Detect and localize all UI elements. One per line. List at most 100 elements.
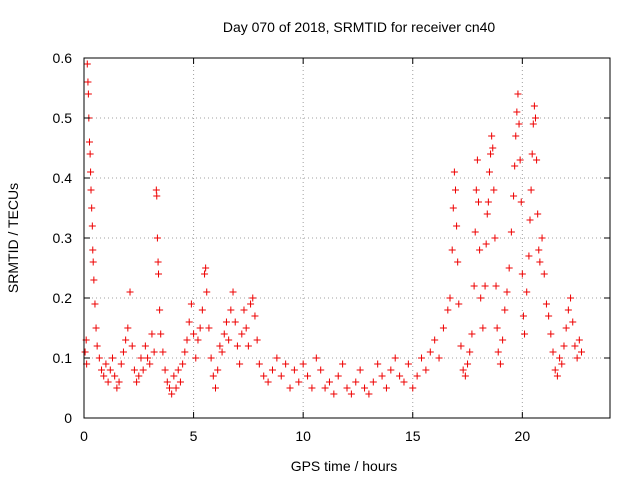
data-point bbox=[479, 324, 487, 332]
data-point bbox=[404, 360, 412, 368]
data-point bbox=[161, 366, 169, 374]
data-point bbox=[391, 354, 399, 362]
data-point bbox=[207, 354, 215, 362]
data-point bbox=[282, 360, 290, 368]
data-point bbox=[244, 342, 252, 350]
data-point bbox=[564, 306, 572, 314]
data-point bbox=[472, 186, 480, 194]
data-point bbox=[93, 342, 101, 350]
data-point bbox=[533, 156, 541, 164]
data-point bbox=[492, 282, 500, 290]
data-point bbox=[231, 318, 239, 326]
data-point bbox=[203, 288, 211, 296]
data-point bbox=[489, 144, 497, 152]
data-point bbox=[146, 360, 154, 368]
data-point bbox=[130, 366, 138, 374]
data-point bbox=[558, 360, 566, 368]
data-point bbox=[518, 270, 526, 278]
data-point bbox=[227, 306, 235, 314]
data-point bbox=[409, 384, 417, 392]
data-point bbox=[91, 300, 99, 308]
data-point bbox=[526, 216, 534, 224]
data-point bbox=[446, 294, 454, 302]
data-point bbox=[560, 342, 568, 350]
data-point bbox=[334, 372, 342, 380]
data-point bbox=[361, 384, 369, 392]
data-point bbox=[222, 318, 230, 326]
data-point bbox=[343, 384, 351, 392]
data-point bbox=[126, 288, 134, 296]
data-point bbox=[299, 360, 307, 368]
data-point bbox=[128, 342, 136, 350]
data-point bbox=[264, 378, 272, 386]
data-point bbox=[89, 258, 97, 266]
data-point bbox=[104, 378, 112, 386]
data-point bbox=[513, 108, 521, 116]
data-point bbox=[540, 270, 548, 278]
data-point bbox=[156, 306, 164, 314]
data-point bbox=[89, 246, 97, 254]
data-point bbox=[435, 354, 443, 362]
data-point bbox=[115, 378, 123, 386]
data-point bbox=[220, 330, 228, 338]
data-point bbox=[356, 366, 364, 374]
data-point bbox=[290, 366, 298, 374]
data-point bbox=[374, 360, 382, 368]
data-point bbox=[449, 204, 457, 212]
data-point bbox=[496, 360, 504, 368]
x-tick-label: 0 bbox=[80, 428, 88, 444]
data-point bbox=[491, 234, 499, 242]
data-point bbox=[547, 330, 555, 338]
data-point bbox=[551, 366, 559, 374]
data-point bbox=[90, 276, 98, 284]
data-point bbox=[95, 354, 103, 362]
data-point bbox=[512, 132, 520, 140]
y-tick-label: 0.2 bbox=[53, 290, 73, 306]
data-point bbox=[198, 306, 206, 314]
data-point bbox=[144, 354, 152, 362]
data-point bbox=[514, 90, 522, 98]
data-point bbox=[450, 168, 458, 176]
data-point bbox=[157, 330, 165, 338]
data-point bbox=[455, 300, 463, 308]
data-point bbox=[527, 186, 535, 194]
data-point bbox=[488, 132, 496, 140]
data-point bbox=[567, 294, 575, 302]
x-tick-label: 20 bbox=[515, 428, 531, 444]
data-point bbox=[330, 390, 338, 398]
data-point bbox=[413, 372, 421, 380]
data-point bbox=[483, 210, 491, 218]
data-point bbox=[153, 192, 161, 200]
data-point bbox=[87, 168, 95, 176]
y-tick-label: 0 bbox=[64, 410, 72, 426]
data-point bbox=[573, 354, 581, 362]
data-point bbox=[521, 330, 529, 338]
data-point bbox=[106, 366, 114, 374]
data-point bbox=[517, 198, 525, 206]
x-tick-labels: 0 5 10 15 20 bbox=[80, 428, 530, 444]
data-point bbox=[317, 366, 325, 374]
data-point bbox=[255, 360, 263, 368]
data-point bbox=[196, 324, 204, 332]
data-point bbox=[81, 348, 89, 356]
data-point bbox=[111, 372, 119, 380]
data-point bbox=[571, 342, 579, 350]
data-point bbox=[295, 378, 303, 386]
data-point bbox=[240, 306, 248, 314]
data-point bbox=[464, 360, 472, 368]
data-point bbox=[553, 372, 561, 380]
data-point bbox=[453, 222, 461, 230]
data-point bbox=[545, 312, 553, 320]
data-point bbox=[102, 360, 110, 368]
data-point bbox=[170, 372, 178, 380]
data-point bbox=[468, 330, 476, 338]
data-point bbox=[475, 198, 482, 206]
data-point bbox=[516, 156, 524, 164]
data-point bbox=[530, 102, 538, 110]
data-point bbox=[575, 336, 583, 344]
data-point bbox=[133, 378, 141, 386]
data-point bbox=[141, 342, 149, 350]
data-point bbox=[369, 378, 377, 386]
data-point bbox=[473, 156, 481, 164]
data-point bbox=[325, 378, 333, 386]
